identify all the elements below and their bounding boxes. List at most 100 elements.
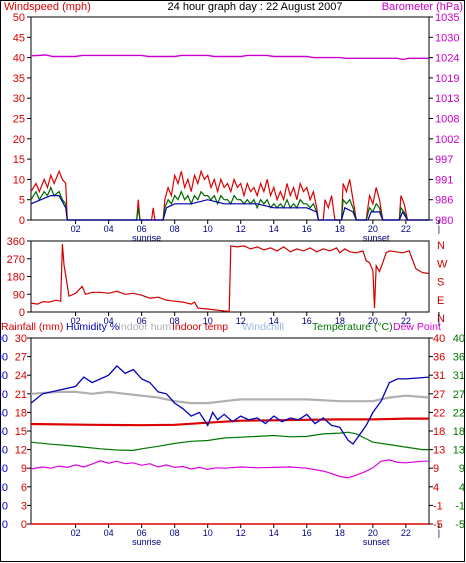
- x-tick-label: 14: [269, 528, 279, 538]
- x-tick-label: 20: [368, 224, 378, 234]
- windspeed-tick-label: 45: [13, 32, 25, 44]
- x-tick-label: 18: [335, 316, 345, 326]
- x-tick-label: 16: [302, 224, 312, 234]
- temperature-tick-label: 27: [453, 389, 465, 401]
- x-tick-label: 22: [401, 528, 411, 538]
- barometer-tick-label: 1002: [435, 134, 459, 146]
- temperature-tick-label: 9: [459, 463, 465, 475]
- barometer-tick-label: 1024: [435, 53, 459, 65]
- temperature-tick-label: 31: [453, 370, 465, 382]
- compass-label: E: [437, 295, 444, 307]
- direction-tick-label: 180: [7, 272, 25, 284]
- barometer-tick-label: 1035: [435, 12, 459, 24]
- humidity-tick-label: 50: [0, 426, 8, 438]
- x-tick-label: 22: [401, 224, 411, 234]
- x-tick-label: 20: [368, 528, 378, 538]
- barometer-axis-label: Barometer (hPa): [382, 1, 463, 13]
- indoor-hum-legend-label: Indoor hum: [118, 321, 171, 333]
- windspeed-tick-label: 25: [13, 114, 25, 126]
- sunset-label: sunset: [363, 233, 390, 243]
- indoor-temp-line: [30, 417, 429, 427]
- compass-label: N: [437, 240, 445, 252]
- wind-gust-line: [30, 169, 429, 221]
- rainfall-tick-label: 12: [15, 445, 27, 457]
- humidity-tick-label: 60: [0, 407, 8, 419]
- indoor-temp-tick-label: 31: [433, 370, 445, 382]
- x-tick-label: 10: [203, 316, 213, 326]
- indoor-temp-tick-label: 9: [433, 463, 439, 475]
- temperature-tick-label: 40: [453, 333, 465, 345]
- indoor-temp-legend-label: Indoor temp: [172, 321, 228, 333]
- temperature-tick-label: 22: [453, 407, 465, 419]
- humidity-tick-label: 100: [0, 333, 8, 345]
- x-tick-label: 12: [236, 316, 246, 326]
- compass-label: S: [437, 277, 444, 289]
- barometer-tick-label: 997: [435, 154, 453, 166]
- temperature-tick-label: 4: [459, 482, 465, 494]
- sunrise-label: sunrise: [132, 537, 161, 547]
- x-tick-label: 06: [137, 528, 147, 538]
- x-tick-label: 02: [71, 528, 81, 538]
- x-tick-label: 10: [203, 224, 213, 234]
- wind-direction-line: [30, 243, 430, 313]
- direction-tick-label: 0: [19, 307, 25, 319]
- humidity-tick-label: 90: [0, 352, 8, 364]
- rainfall-tick-label: 6: [21, 482, 27, 494]
- x-tick-label: |: [438, 224, 440, 234]
- x-tick-label: 06: [137, 224, 147, 234]
- compass-label: N: [437, 313, 445, 325]
- temperature-tick-label: -5: [455, 519, 465, 531]
- windspeed-tick-label: 20: [13, 134, 25, 146]
- temperature-legend-label: Temperature (°C): [312, 321, 393, 333]
- rainfall-legend-label: Rainfall (mm): [1, 321, 63, 333]
- windspeed-axis-label: Windspeed (mph): [4, 1, 91, 13]
- barometer-tick-label: 1008: [435, 114, 459, 126]
- indoor-temp-tick-label: 18: [433, 426, 445, 438]
- rainfall-tick-label: 24: [15, 370, 27, 382]
- indoor-temp-tick-label: 40: [433, 333, 445, 345]
- humidity-tick-label: 10: [0, 500, 8, 512]
- x-tick-label: 06: [137, 316, 147, 326]
- indoor-temp-tick-label: -1: [433, 500, 443, 512]
- humidity-line: [30, 364, 430, 445]
- x-tick-label: 02: [71, 316, 81, 326]
- humidity-tick-label: 0: [2, 519, 8, 531]
- indoor-humidity-line: [30, 390, 430, 405]
- indoor-temp-tick-label: 4: [433, 482, 439, 494]
- windspeed-tick-label: 15: [13, 154, 25, 166]
- x-tick-label: 12: [236, 528, 246, 538]
- direction-tick-label: 360: [7, 236, 25, 248]
- humidity-tick-label: 40: [0, 445, 8, 457]
- windspeed-tick-label: 5: [19, 195, 25, 207]
- windspeed-tick-label: 50: [13, 12, 25, 24]
- windspeed-tick-label: 10: [13, 174, 25, 186]
- x-tick-label: |: [438, 316, 440, 326]
- sunset-label: sunset: [363, 537, 390, 547]
- rainfall-tick-label: 30: [15, 333, 27, 345]
- rainfall-tick-label: 0: [21, 519, 27, 531]
- barometer-line: [30, 54, 429, 61]
- windspeed-tick-label: 30: [13, 93, 25, 105]
- windspeed-tick-label: 0: [19, 215, 25, 227]
- chart-title: 24 hour graph day : 22 August 2007: [168, 1, 343, 13]
- x-tick-label: 02: [71, 224, 81, 234]
- x-tick-label: 04: [104, 316, 114, 326]
- x-tick-label: 16: [302, 316, 312, 326]
- humidity-tick-label: 30: [0, 463, 8, 475]
- indoor-temp-tick-label: 36: [433, 352, 445, 364]
- temperature-tick-label: 18: [453, 426, 465, 438]
- rainfall-tick-label: 21: [15, 389, 27, 401]
- x-tick-label: 20: [368, 316, 378, 326]
- temperature-tick-label: 36: [453, 352, 465, 364]
- dewpoint-line: [30, 459, 429, 479]
- windspeed-tick-label: 40: [13, 53, 25, 65]
- rainfall-tick-label: 9: [21, 463, 27, 475]
- direction-tick-label: 270: [7, 254, 25, 266]
- wind-average-line: [30, 195, 429, 221]
- rainfall-tick-label: 3: [21, 500, 27, 512]
- temperature-tick-label: -1: [455, 500, 465, 512]
- barometer-tick-label: 1013: [435, 93, 459, 105]
